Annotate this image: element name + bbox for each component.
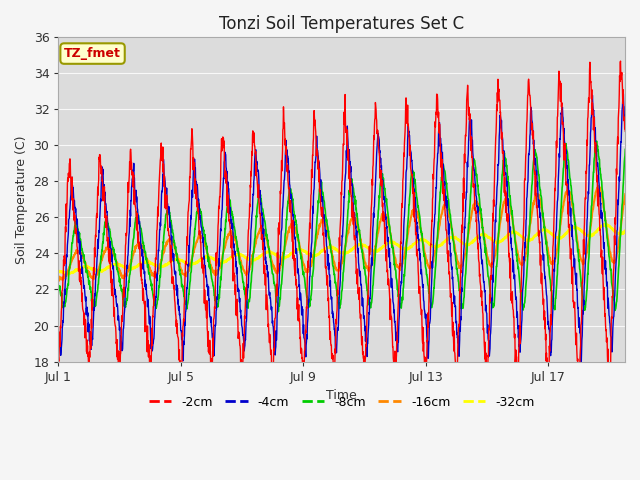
-32cm [383, 241, 391, 247]
-4cm [204, 293, 212, 299]
-8cm [636, 249, 640, 255]
-16cm [54, 276, 62, 282]
-4cm [536, 215, 544, 220]
-16cm [55, 278, 63, 284]
-2cm [204, 329, 212, 335]
-4cm [323, 244, 331, 250]
-2cm [54, 355, 62, 360]
Line: -4cm: -4cm [58, 91, 640, 363]
Line: -32cm: -32cm [58, 220, 640, 274]
-8cm [383, 204, 391, 210]
-4cm [636, 316, 640, 322]
-8cm [625, 147, 633, 153]
-16cm [625, 180, 633, 186]
X-axis label: Time: Time [326, 389, 357, 402]
-32cm [636, 217, 640, 223]
-8cm [323, 222, 331, 228]
-32cm [323, 244, 331, 250]
-2cm [75, 268, 83, 274]
-8cm [275, 309, 282, 314]
-16cm [75, 249, 83, 255]
-16cm [636, 236, 640, 241]
-2cm [545, 390, 552, 396]
-8cm [536, 187, 544, 193]
-8cm [75, 229, 83, 235]
Title: Tonzi Soil Temperatures Set C: Tonzi Soil Temperatures Set C [219, 15, 464, 33]
-4cm [54, 333, 62, 338]
-8cm [623, 131, 631, 136]
-8cm [54, 285, 62, 291]
Y-axis label: Soil Temperature (C): Soil Temperature (C) [15, 135, 28, 264]
-32cm [205, 253, 212, 259]
Text: TZ_fmet: TZ_fmet [64, 47, 121, 60]
-32cm [64, 271, 72, 277]
Line: -8cm: -8cm [58, 133, 640, 312]
-2cm [323, 282, 331, 288]
-16cm [625, 180, 632, 186]
-4cm [620, 88, 627, 94]
-16cm [536, 199, 544, 205]
Line: -2cm: -2cm [58, 61, 640, 393]
-16cm [205, 254, 212, 260]
-2cm [636, 387, 640, 393]
Legend: -2cm, -4cm, -8cm, -16cm, -32cm: -2cm, -4cm, -8cm, -16cm, -32cm [144, 391, 540, 414]
-16cm [323, 228, 331, 234]
-8cm [204, 259, 212, 264]
-2cm [536, 259, 544, 264]
-32cm [536, 228, 544, 234]
-2cm [625, 199, 633, 205]
-32cm [54, 268, 62, 274]
-4cm [577, 360, 585, 366]
-2cm [383, 263, 391, 269]
-4cm [625, 167, 633, 173]
-16cm [383, 215, 391, 221]
Line: -16cm: -16cm [58, 183, 640, 281]
-2cm [617, 58, 625, 64]
-32cm [75, 266, 83, 272]
-4cm [75, 228, 83, 234]
-4cm [383, 224, 391, 229]
-32cm [625, 224, 633, 230]
